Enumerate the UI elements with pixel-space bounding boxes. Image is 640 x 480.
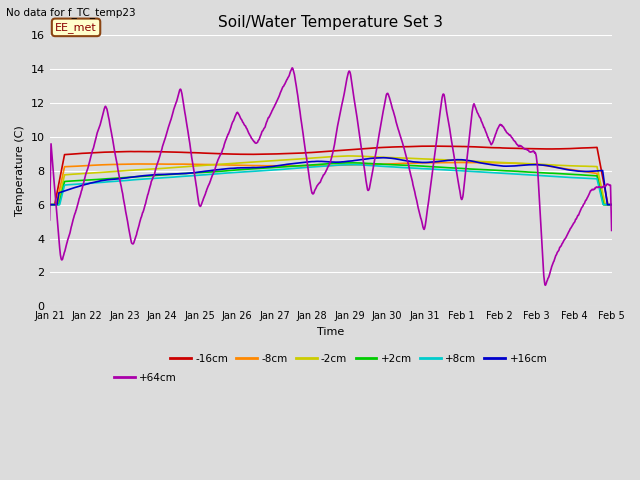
- Text: No data for f_TC_temp23: No data for f_TC_temp23: [6, 7, 136, 18]
- +2cm: [284, 164, 292, 169]
- +2cm: [344, 160, 352, 166]
- +8cm: [284, 166, 292, 172]
- Line: -8cm: -8cm: [49, 162, 612, 204]
- +8cm: [351, 162, 359, 168]
- +64cm: [112, 156, 120, 161]
- -8cm: [45, 202, 53, 207]
- -16cm: [428, 143, 435, 149]
- +16cm: [608, 202, 616, 207]
- +64cm: [45, 217, 53, 223]
- +16cm: [377, 155, 385, 161]
- -8cm: [608, 202, 616, 207]
- +16cm: [365, 156, 373, 161]
- Line: +64cm: +64cm: [49, 68, 612, 285]
- +16cm: [296, 160, 303, 166]
- Line: +8cm: +8cm: [49, 165, 612, 204]
- +8cm: [112, 179, 120, 184]
- +2cm: [89, 177, 97, 182]
- -16cm: [284, 151, 292, 156]
- -8cm: [284, 163, 292, 168]
- Line: +16cm: +16cm: [49, 158, 612, 204]
- Legend: +64cm: +64cm: [109, 368, 180, 387]
- +2cm: [296, 163, 303, 169]
- -16cm: [112, 149, 120, 155]
- +64cm: [284, 75, 292, 81]
- -16cm: [89, 150, 97, 156]
- -16cm: [45, 202, 53, 207]
- +64cm: [288, 65, 296, 71]
- +16cm: [112, 176, 120, 182]
- +8cm: [296, 165, 303, 171]
- -8cm: [296, 163, 303, 168]
- -2cm: [112, 168, 120, 174]
- -2cm: [366, 154, 374, 159]
- +64cm: [608, 228, 616, 233]
- +2cm: [366, 161, 374, 167]
- -8cm: [458, 159, 466, 165]
- Text: EE_met: EE_met: [55, 22, 97, 33]
- +8cm: [89, 180, 97, 186]
- Line: +2cm: +2cm: [49, 163, 612, 204]
- Line: -2cm: -2cm: [49, 156, 612, 204]
- -2cm: [306, 156, 314, 161]
- +2cm: [112, 175, 120, 181]
- -16cm: [306, 150, 314, 156]
- +16cm: [45, 202, 53, 207]
- -16cm: [296, 150, 303, 156]
- -2cm: [608, 202, 616, 207]
- Line: -16cm: -16cm: [49, 146, 612, 204]
- -2cm: [284, 157, 292, 163]
- -2cm: [45, 202, 53, 207]
- -16cm: [365, 145, 373, 151]
- +64cm: [541, 282, 549, 288]
- +2cm: [45, 202, 53, 207]
- -8cm: [89, 162, 97, 168]
- X-axis label: Time: Time: [317, 327, 344, 336]
- -8cm: [306, 163, 314, 168]
- -16cm: [608, 202, 616, 207]
- +2cm: [306, 162, 314, 168]
- +16cm: [306, 159, 314, 165]
- +64cm: [296, 109, 304, 115]
- Y-axis label: Temperature (C): Temperature (C): [15, 125, 25, 216]
- -2cm: [89, 170, 97, 176]
- Title: Soil/Water Temperature Set 3: Soil/Water Temperature Set 3: [218, 15, 443, 30]
- -8cm: [112, 162, 120, 168]
- +2cm: [608, 202, 616, 207]
- +8cm: [306, 164, 314, 170]
- +64cm: [89, 146, 97, 152]
- +8cm: [366, 163, 374, 168]
- -2cm: [346, 153, 353, 159]
- +16cm: [89, 180, 97, 185]
- +16cm: [284, 161, 292, 167]
- +64cm: [307, 180, 314, 186]
- +8cm: [45, 202, 53, 207]
- -8cm: [365, 162, 373, 168]
- -2cm: [296, 156, 303, 162]
- +64cm: [366, 183, 374, 189]
- +8cm: [608, 202, 616, 207]
